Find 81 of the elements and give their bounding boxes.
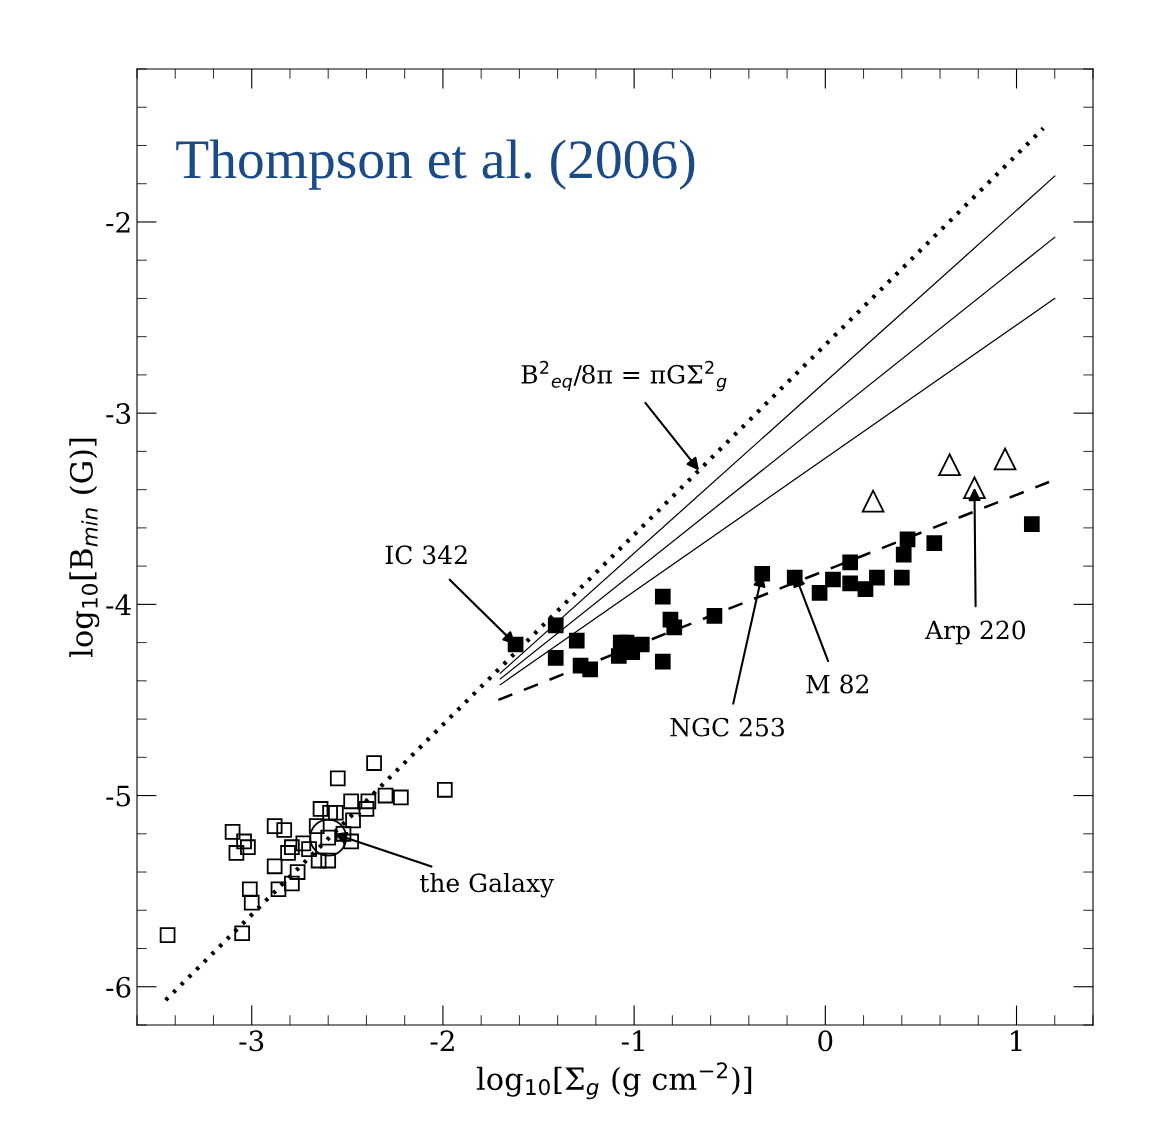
point (436, 781, 453, 798)
point (320, 852, 337, 869)
point (754, 565, 771, 582)
point (654, 588, 671, 605)
point (236, 833, 252, 850)
text: Thompson et al. (2006) (176, 139, 695, 190)
point (301, 841, 317, 857)
x-tick-label: -2 (430, 1030, 454, 1051)
annotation: B$^{2}$$_{eq}$/8π = πGΣ$^{2}$$_{g}$ (521, 360, 727, 392)
point (243, 894, 260, 911)
point (842, 575, 859, 592)
point (329, 770, 346, 787)
annotation: the Galaxy (419, 872, 555, 898)
point (266, 818, 283, 835)
point (327, 804, 344, 821)
point (963, 476, 986, 500)
point (312, 801, 329, 817)
point (842, 554, 859, 571)
point (284, 839, 300, 856)
x-tick-label: 1 (1011, 1030, 1022, 1051)
point (825, 571, 841, 588)
point (993, 447, 1017, 471)
annotation: NGC 253 (670, 717, 784, 737)
point (228, 845, 245, 861)
annotation: M 82 (806, 674, 869, 694)
point (938, 453, 961, 477)
point (926, 535, 943, 552)
point (322, 804, 338, 821)
point (280, 845, 296, 861)
point (857, 581, 874, 597)
point (284, 875, 300, 892)
point (309, 818, 348, 857)
annotation: IC 342 (385, 545, 467, 565)
point (610, 648, 627, 664)
point (308, 818, 325, 835)
point (869, 569, 885, 586)
point (895, 546, 912, 563)
point (1023, 516, 1040, 532)
point (568, 632, 585, 649)
point (666, 619, 683, 636)
x-tick-label: 0 (818, 1030, 833, 1052)
point (360, 793, 377, 810)
y-tick-label: -5 (106, 785, 130, 807)
y-tick-label: -6 (106, 976, 131, 998)
point (345, 812, 361, 829)
point (295, 835, 312, 852)
point (654, 653, 671, 670)
x-tick-label: -1 (621, 1030, 644, 1051)
point (366, 755, 382, 771)
point (358, 801, 375, 817)
point (343, 833, 359, 850)
point (899, 531, 916, 548)
annotation: Arp 220 (924, 620, 1026, 645)
point (393, 789, 409, 806)
point (633, 636, 650, 653)
x-tick-label: -3 (239, 1030, 264, 1052)
point (335, 825, 352, 842)
point (310, 852, 327, 869)
y-tick-label: -2 (106, 211, 130, 233)
point (234, 925, 251, 942)
point (270, 881, 287, 898)
y-axis-title: log$_{10}$[B$_{min}$ (G)] (69, 438, 100, 658)
point (224, 824, 241, 840)
point (343, 793, 359, 810)
point (893, 569, 910, 586)
point (240, 839, 256, 856)
point (861, 489, 885, 513)
point (289, 864, 306, 880)
point (276, 822, 293, 838)
x-axis-title: log$_{10}$[Σ$_{g}$ (g cm$^{−2}$)] (476, 1062, 752, 1100)
point (266, 858, 283, 875)
point (547, 617, 564, 634)
point (811, 585, 828, 601)
point (159, 927, 176, 943)
point (241, 881, 258, 898)
point (706, 607, 723, 624)
point (377, 787, 394, 804)
y-tick-label: -3 (106, 403, 131, 425)
point (547, 650, 564, 666)
y-tick-label: -4 (106, 594, 131, 615)
point (582, 661, 598, 678)
